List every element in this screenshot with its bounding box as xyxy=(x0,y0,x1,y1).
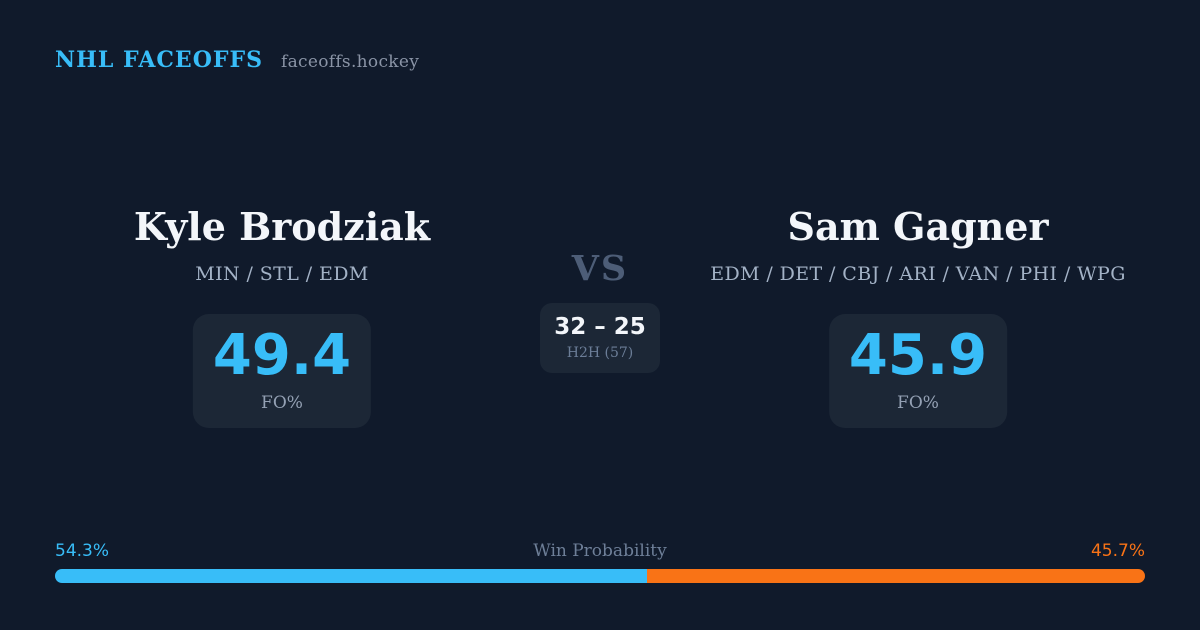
fo-pct-panel-left: 49.4 FO% xyxy=(192,313,371,428)
win-probability-right-pct: 45.7% xyxy=(1090,541,1145,561)
player-teams-left: MIN / STL / EDM xyxy=(195,262,369,285)
brand-logo-text: NHL FACEOFFS xyxy=(55,47,263,73)
header: NHL FACEOFFS faceoffs.hockey xyxy=(55,47,419,73)
h2h-panel: 32 – 25 H2H (57) xyxy=(540,303,660,373)
fo-pct-value-left: 49.4 xyxy=(212,323,352,389)
fo-pct-panel-right: 45.9 FO% xyxy=(829,313,1007,428)
h2h-label: H2H (57) xyxy=(566,344,634,361)
win-probability-bar-right-segment xyxy=(646,569,1145,583)
matchup-center-block: VS 32 – 25 H2H (57) xyxy=(540,251,660,373)
win-probability-bar xyxy=(55,569,1145,583)
player-card-right: Sam Gagner EDM / DET / CBJ / ARI / VAN /… xyxy=(710,206,1126,428)
fo-pct-label-right: FO% xyxy=(897,393,939,414)
win-probability-left-pct: 54.3% xyxy=(55,541,110,561)
h2h-score: 32 – 25 xyxy=(554,313,646,340)
player-name-left: Kyle Brodziak xyxy=(133,204,431,249)
player-card-left: Kyle Brodziak MIN / STL / EDM 49.4 FO% xyxy=(134,206,430,428)
win-probability-bar-left-segment xyxy=(55,569,647,583)
vs-label: VS xyxy=(571,248,629,289)
fo-pct-value-right: 45.9 xyxy=(848,323,988,389)
win-probability-labels-row: 54.3% Win Probability 45.7% xyxy=(55,541,1145,561)
win-probability-title: Win Probability xyxy=(533,541,667,561)
player-name-right: Sam Gagner xyxy=(787,204,1049,249)
fo-pct-label-left: FO% xyxy=(261,393,303,414)
site-domain-text: faceoffs.hockey xyxy=(281,52,420,72)
player-teams-right: EDM / DET / CBJ / ARI / VAN / PHI / WPG xyxy=(710,262,1126,285)
